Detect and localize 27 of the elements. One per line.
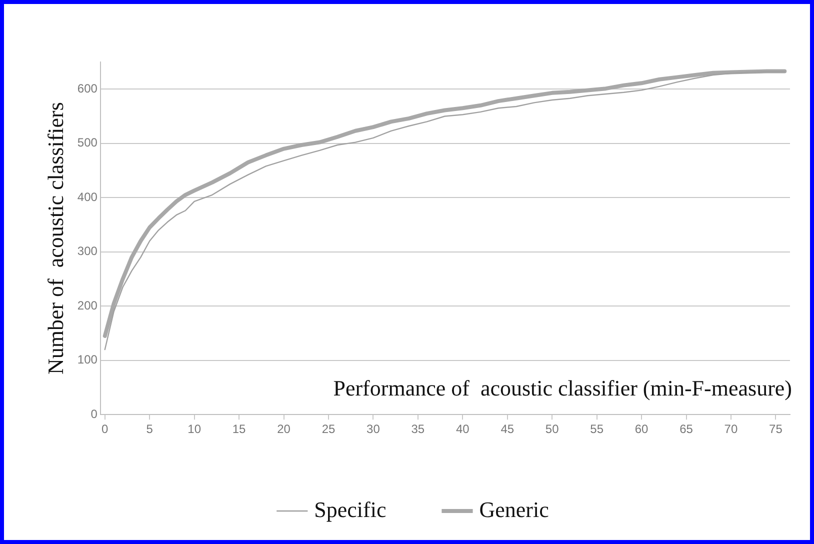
x-tick-label: 60 — [634, 422, 649, 436]
x-tick-label: 50 — [545, 422, 560, 436]
x-tick-label: 15 — [232, 422, 246, 436]
y-tick-label: 500 — [77, 136, 98, 150]
y-axis-title: Number of acoustic classifiers — [42, 102, 68, 375]
x-tick-label: 20 — [277, 422, 291, 436]
x-tick-label: 30 — [366, 422, 380, 436]
y-tick-label: 0 — [90, 406, 98, 421]
x-tick-label: 75 — [769, 422, 783, 436]
x-tick-label: 65 — [680, 422, 694, 436]
x-tick-label: 25 — [322, 422, 336, 436]
x-tick-label: 45 — [500, 422, 514, 436]
x-tick-label: 55 — [590, 422, 604, 436]
x-axis-title: Performance of acoustic classifier (min-F-measure) — [333, 375, 792, 400]
x-tick-label: 40 — [456, 422, 470, 436]
x-tick-label: 35 — [411, 422, 425, 436]
y-tick-label: 200 — [77, 298, 98, 312]
x-tick-label: 0 — [102, 422, 109, 436]
y-tick-label: 400 — [77, 190, 98, 204]
y-tick-label: 300 — [77, 244, 98, 258]
legend-label: Generic — [479, 496, 550, 522]
legend-label: Specific — [314, 496, 386, 522]
y-tick-label: 600 — [77, 81, 98, 96]
x-tick-label: 10 — [188, 422, 202, 436]
x-tick-label: 70 — [724, 422, 738, 436]
x-tick-label: 5 — [146, 422, 154, 436]
y-tick-label: 100 — [77, 352, 98, 367]
